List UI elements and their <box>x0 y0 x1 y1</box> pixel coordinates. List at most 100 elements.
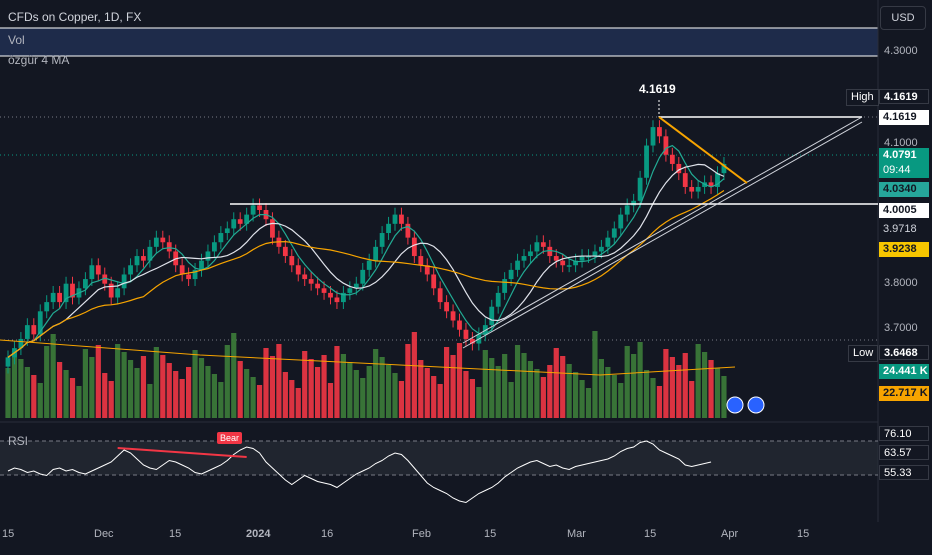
volume-bar <box>315 367 321 418</box>
candle-body <box>379 233 385 247</box>
candle-body <box>353 283 359 289</box>
candle-body <box>470 338 475 344</box>
candle-body <box>592 251 598 257</box>
candle-body <box>708 182 714 187</box>
volume-bar <box>102 373 108 418</box>
candle-body <box>611 228 617 238</box>
volume-bar <box>82 349 88 418</box>
event-flag-icon <box>747 396 765 414</box>
header-band <box>0 28 878 56</box>
volume-bar <box>186 367 192 418</box>
volume-bar <box>347 362 353 418</box>
volume-bar <box>463 371 469 418</box>
candle-body <box>457 320 462 330</box>
candle-body <box>650 127 656 146</box>
volume-bar <box>444 347 450 418</box>
candle-body <box>257 205 262 210</box>
candle-body <box>244 214 250 224</box>
volume-bar <box>37 383 43 418</box>
countdown-pill: 09:44 <box>879 163 929 178</box>
candle-body <box>637 177 643 201</box>
chart-title[interactable]: CFDs on Copper, 1D, FX <box>8 10 142 24</box>
volume-indicator-label[interactable]: Vol <box>8 33 25 47</box>
rsi-line <box>7 440 712 504</box>
volume-bar <box>244 369 250 418</box>
volume-bar <box>218 382 224 418</box>
low-tag: Low <box>848 345 879 362</box>
candle-body <box>566 265 572 267</box>
candle-body <box>115 288 121 298</box>
ma-slow-pill: 3.9238 <box>879 242 929 257</box>
candle-body <box>360 269 366 284</box>
candle-body <box>37 311 43 335</box>
ma-mid-line <box>7 163 725 358</box>
candle-body <box>5 357 11 367</box>
volume-bar <box>276 344 282 418</box>
candle-body <box>599 246 604 252</box>
volume-bar <box>134 368 140 418</box>
candle-body <box>489 306 495 326</box>
volume-bar <box>598 359 604 418</box>
volume-bar <box>624 346 630 418</box>
event-flag-icon <box>726 396 744 414</box>
candle-body <box>508 269 514 280</box>
volume-bar <box>198 358 205 418</box>
rsi-tick-63: 63.57 <box>879 445 929 460</box>
volume-bar <box>31 375 37 418</box>
candle-body <box>70 283 75 298</box>
volume-bar <box>411 332 417 418</box>
volume-bar <box>553 348 559 418</box>
volume-bar <box>205 366 211 418</box>
time-tick-label: Mar <box>567 528 586 540</box>
volume-bar <box>153 347 159 418</box>
high-value-pill: 4.1619 <box>879 89 929 104</box>
candle-body <box>431 274 437 289</box>
ma-indicator-label[interactable]: özgür 4 MA <box>8 53 70 67</box>
volume-bar <box>340 354 346 418</box>
volume-bar <box>373 349 379 418</box>
volume-bar <box>89 357 95 418</box>
volume-bar <box>547 365 553 418</box>
candle-body <box>147 246 153 261</box>
bear-divergence-line <box>117 447 247 458</box>
candle-body <box>482 325 488 335</box>
volume-bar <box>495 366 501 418</box>
ma-slow-line <box>7 190 725 358</box>
price-tick-3.7000: 3.7000 <box>884 322 918 334</box>
volume-bar <box>540 377 546 418</box>
volume-bar <box>24 367 30 418</box>
candle-body <box>63 283 69 303</box>
volume-bar <box>321 355 327 418</box>
volume-bar <box>166 363 172 418</box>
candle-body <box>250 205 256 215</box>
volume-bar <box>160 355 166 418</box>
volume-bar <box>476 387 482 418</box>
candle-body <box>669 154 675 164</box>
rsi-indicator-label[interactable]: RSI <box>8 434 29 448</box>
last-price-pill: 4.0791 <box>879 148 929 163</box>
volume-bar <box>650 378 656 418</box>
candle-body <box>437 288 443 303</box>
volume-bar <box>302 351 308 418</box>
volume-bar <box>508 382 514 418</box>
currency-button[interactable]: USD <box>880 6 926 30</box>
candle-body <box>141 256 146 261</box>
candle-body <box>237 219 243 224</box>
candle-body <box>586 256 591 258</box>
candle-body <box>373 246 379 261</box>
volume-bar <box>289 380 295 418</box>
candle-body <box>682 173 688 187</box>
volume-bar <box>360 378 366 418</box>
candle-body <box>160 237 166 243</box>
candle-body <box>618 214 624 229</box>
volume-bar <box>418 360 424 418</box>
candle-body <box>83 279 88 289</box>
candle-body <box>44 302 50 312</box>
candle-body <box>366 260 372 270</box>
time-tick-label: 16 <box>321 528 334 540</box>
volume-bar <box>521 353 527 418</box>
volume-pill-1: 24.441 K <box>879 364 929 379</box>
volume-pill-2: 22.717 K <box>879 386 929 401</box>
